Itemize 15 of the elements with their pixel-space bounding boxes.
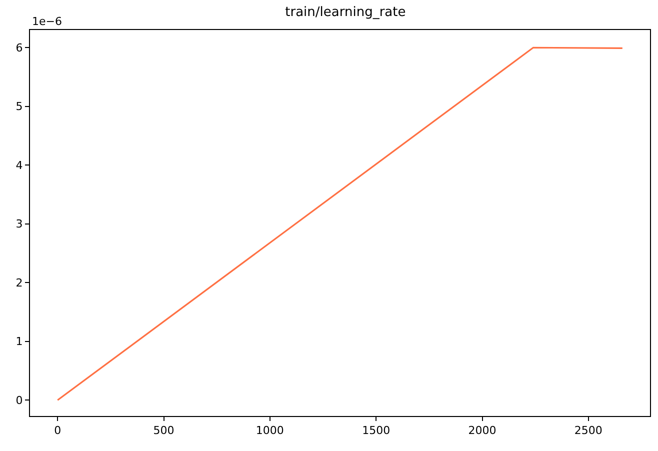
x-tick-label: 2000 [468, 424, 496, 438]
x-tick-label: 2500 [574, 424, 602, 438]
y-tick-label: 5 [16, 100, 23, 114]
text: 1e−6 [32, 15, 62, 28]
y-tick-label: 0 [16, 394, 23, 407]
x-tick-label: 1500 [362, 424, 390, 438]
y-tick-label: 2 [16, 276, 23, 290]
y-tick-label: 3 [16, 218, 23, 231]
y-tick-label: 4 [16, 158, 23, 172]
x-tick-label: 0 [54, 424, 62, 438]
y-tick-label: 6 [16, 41, 23, 54]
chart-title: train/learning_rate [285, 4, 406, 20]
y-tick-label: 1 [16, 335, 23, 348]
x-tick-label: 1000 [256, 424, 284, 438]
x-tick-label: 500 [153, 424, 174, 438]
